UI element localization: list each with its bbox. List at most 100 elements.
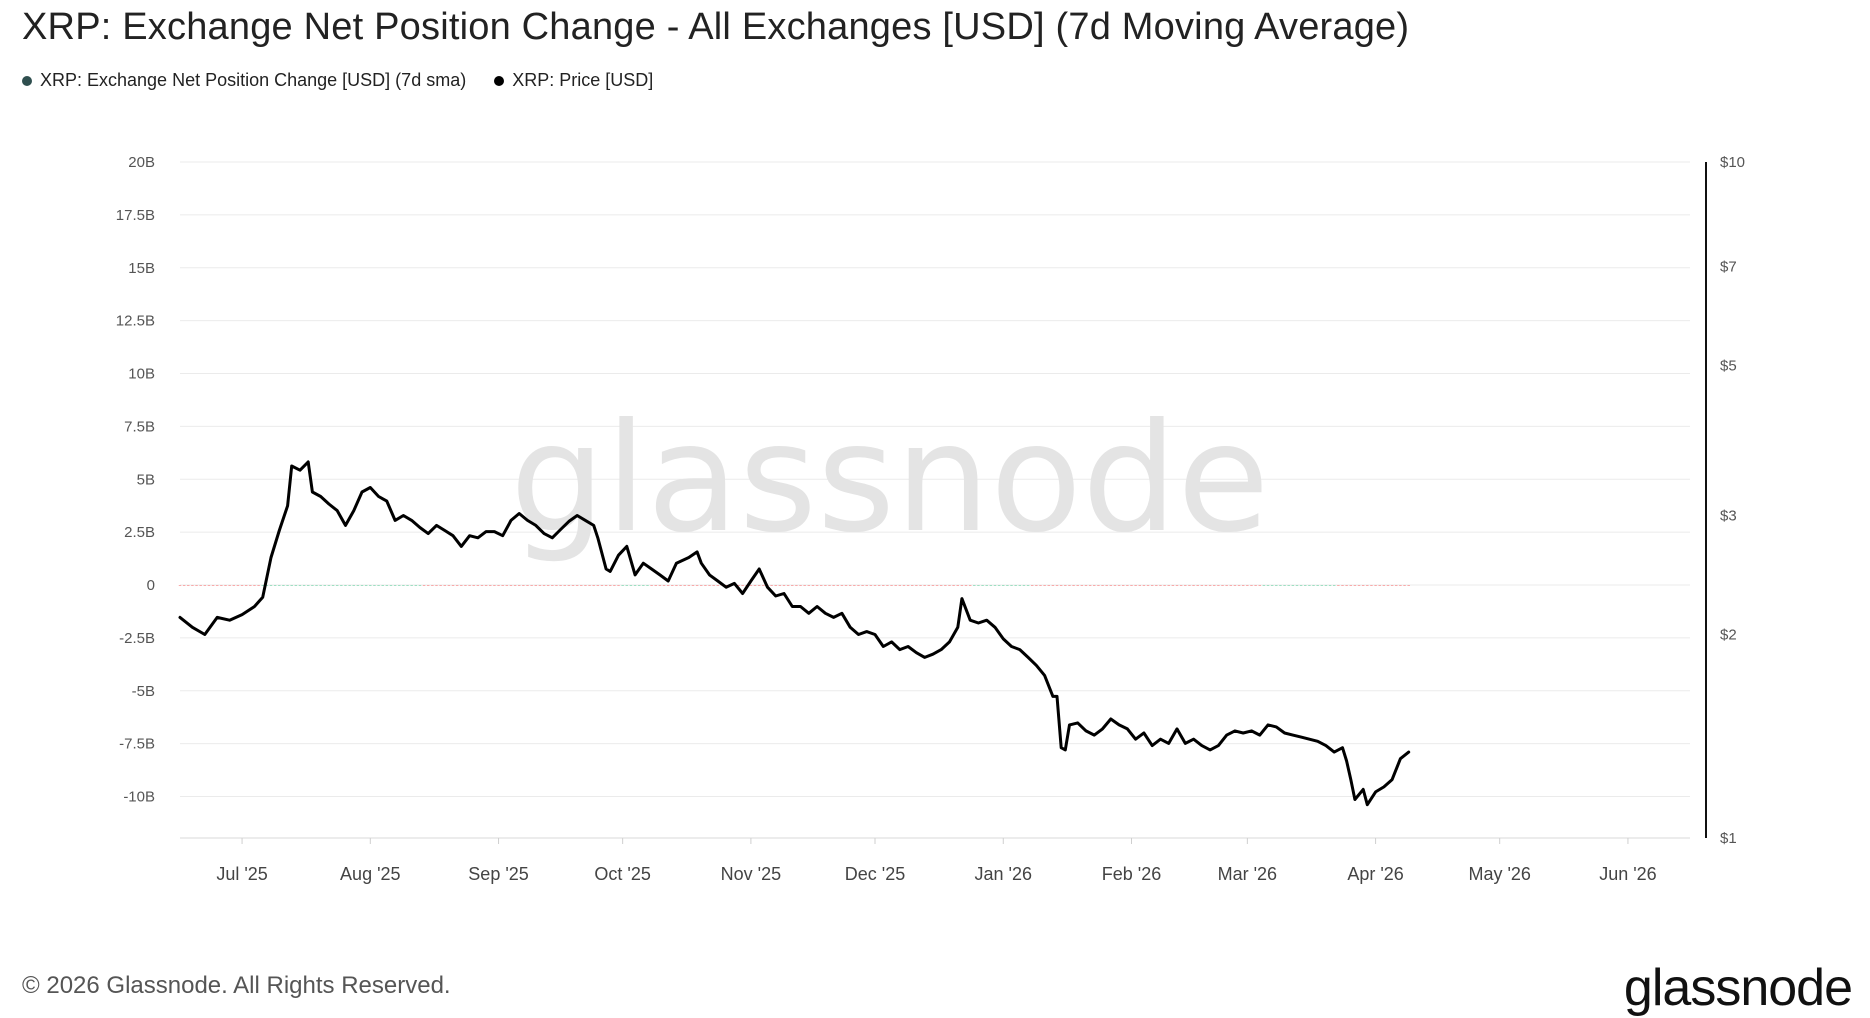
net-position-bar (1312, 585, 1315, 586)
net-position-bar (964, 585, 968, 586)
net-position-bar (1159, 585, 1162, 586)
net-position-bar (517, 585, 521, 586)
net-position-bar (215, 585, 219, 586)
net-position-bar (1279, 585, 1282, 586)
net-position-bar (687, 585, 691, 586)
net-position-bar (1258, 585, 1261, 586)
legend-marker-price (494, 75, 505, 86)
net-position-bar (819, 585, 823, 586)
net-position-bar (1121, 585, 1125, 586)
net-position-bar (551, 585, 554, 586)
net-position-bar (844, 585, 848, 586)
x-tick-label: Feb '26 (1102, 864, 1161, 884)
net-position-bar (505, 585, 509, 586)
net-position-bar (534, 585, 538, 586)
net-position-bar (956, 585, 959, 586)
net-position-bar (919, 585, 922, 586)
net-position-bar (228, 585, 231, 586)
chart-legend: XRP: Exchange Net Position Change [USD] … (22, 70, 653, 91)
legend-item-price[interactable]: XRP: Price [USD] (494, 70, 653, 91)
net-position-bar (389, 585, 393, 586)
net-position-bar (1221, 585, 1224, 586)
net-position-bar (1229, 585, 1233, 586)
net-position-bar (207, 585, 211, 586)
legend-item-net-position[interactable]: XRP: Exchange Net Position Change [USD] … (22, 70, 466, 91)
net-position-bar (1051, 585, 1055, 586)
net-position-bar (1241, 585, 1245, 586)
net-position-bar (935, 585, 939, 586)
y-right-tick-label: $10 (1720, 154, 1745, 171)
net-position-bar (327, 585, 331, 586)
net-position-bar (1059, 585, 1063, 586)
net-position-bar (1072, 585, 1075, 586)
net-position-bar (1399, 585, 1402, 586)
y-left-tick-label: 12.5B (116, 313, 155, 330)
net-position-bar (1097, 585, 1100, 586)
glassnode-logo[interactable]: glassnode (1623, 959, 1853, 1017)
net-position-bar (807, 585, 811, 586)
net-position-bar (791, 585, 794, 586)
net-position-bar (1370, 585, 1373, 586)
net-position-bar (1283, 585, 1286, 586)
net-position-bar (1088, 585, 1092, 586)
net-position-bar (1109, 585, 1113, 586)
net-position-bar (1328, 585, 1332, 586)
net-position-bar (571, 585, 575, 586)
net-position-bar (1266, 585, 1270, 586)
net-position-bar (795, 585, 798, 586)
net-position-bar (911, 585, 914, 586)
net-position-bar (716, 585, 720, 586)
net-position-bar (658, 585, 662, 586)
net-position-bar (509, 585, 513, 586)
net-position-bar (600, 585, 604, 586)
net-position-bar (927, 585, 931, 586)
chart-title: XRP: Exchange Net Position Change - All … (22, 6, 1410, 48)
net-position-bar (195, 585, 198, 586)
net-position-bar (588, 585, 591, 586)
y-left-tick-label: 2.5B (124, 524, 155, 541)
net-position-bar (960, 585, 964, 586)
x-tick-label: May '26 (1468, 864, 1530, 884)
x-tick-label: Apr '26 (1347, 864, 1403, 884)
net-position-bar (1105, 585, 1108, 586)
x-tick-label: Aug '25 (340, 864, 401, 884)
net-position-bar (249, 585, 252, 586)
net-position-bar (513, 585, 517, 586)
net-position-bar (931, 585, 935, 586)
net-position-bar (1076, 585, 1079, 586)
net-position-bar (836, 585, 840, 586)
net-position-bar (1188, 585, 1191, 586)
net-position-bar (431, 585, 434, 586)
net-position-bar (1055, 585, 1059, 586)
net-position-bar (993, 585, 997, 586)
y-right-tick-label: $2 (1720, 627, 1737, 644)
net-position-bar (1196, 585, 1199, 586)
y-left-tick-label: -7.5B (119, 736, 155, 753)
net-position-bar (418, 585, 422, 586)
x-tick-label: Dec '25 (845, 864, 905, 884)
net-position-bar (1250, 585, 1253, 586)
net-position-bar (654, 585, 657, 586)
net-position-bar (381, 585, 384, 586)
net-position-bar (414, 585, 418, 586)
net-position-bar (840, 585, 844, 586)
net-position-bar (559, 585, 562, 586)
net-position-bar (542, 585, 546, 586)
net-position-bar (1304, 585, 1307, 586)
net-position-bar (952, 585, 955, 586)
net-position-bar (877, 585, 881, 586)
net-position-bar (894, 585, 897, 586)
net-position-bar (1295, 585, 1299, 586)
net-position-bar (439, 585, 442, 586)
net-position-bar (311, 585, 314, 586)
x-tick-label: Jan '26 (975, 864, 1032, 884)
net-position-bar (1064, 585, 1067, 586)
net-position-bar (592, 585, 595, 586)
x-tick-label: Sep '25 (468, 864, 529, 884)
net-position-bar (724, 585, 728, 586)
net-position-bar (1179, 585, 1183, 586)
net-position-bar (786, 585, 790, 586)
net-position-bar (749, 585, 753, 586)
net-position-bar (1386, 585, 1390, 586)
